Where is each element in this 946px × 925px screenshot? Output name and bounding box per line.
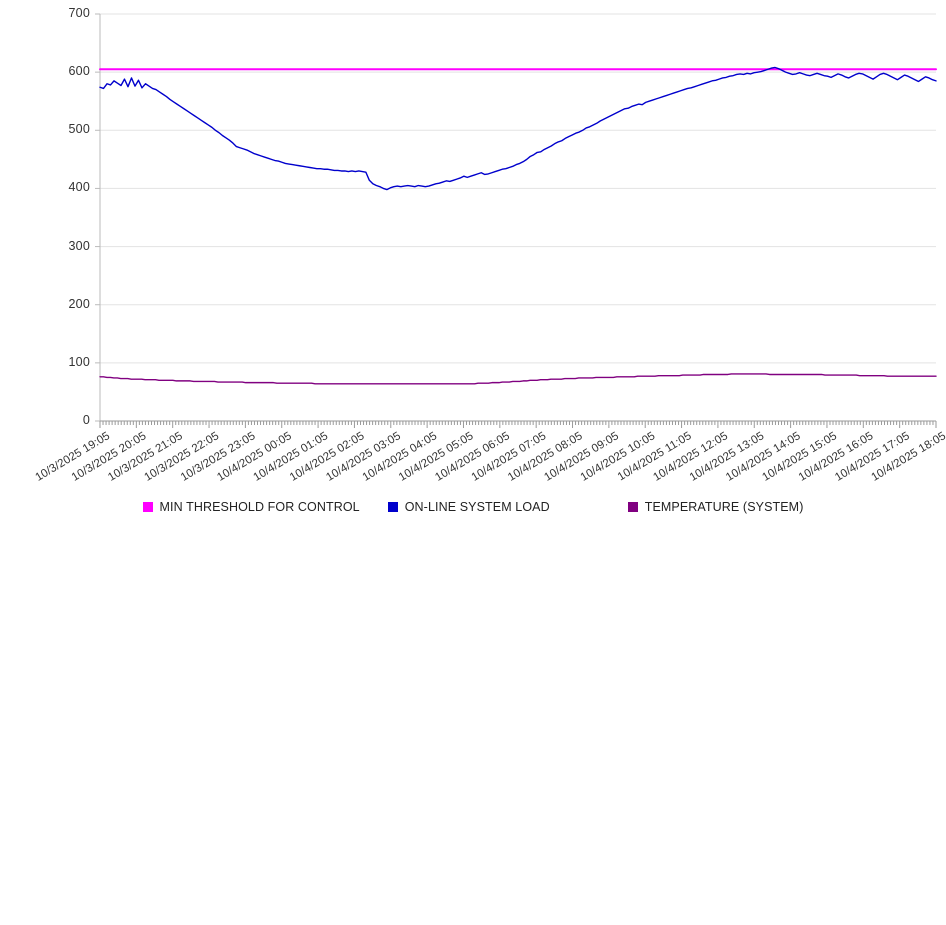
legend-item[interactable]: TEMPERATURE (SYSTEM) bbox=[627, 500, 804, 514]
y-tick-label: 100 bbox=[68, 354, 90, 369]
y-tick-label: 500 bbox=[68, 122, 90, 137]
legend-item-label: ON-LINE SYSTEM LOAD bbox=[404, 500, 550, 514]
legend-item-label: MIN THRESHOLD FOR CONTROL bbox=[159, 500, 360, 514]
legend-color-swatch bbox=[142, 502, 153, 512]
legend-item[interactable]: ON-LINE SYSTEM LOAD bbox=[387, 500, 550, 514]
legend-item-label: TEMPERATURE (SYSTEM) bbox=[644, 500, 804, 514]
y-tick-label: 0 bbox=[82, 413, 90, 427]
chart-plot-area bbox=[95, 13, 937, 428]
series-line-2 bbox=[99, 373, 937, 385]
legend-item[interactable]: MIN THRESHOLD FOR CONTROL bbox=[142, 500, 360, 514]
line-chart: 0 100 200 300 400 500 600 700 10/3/2025 19:05 10… bbox=[0, 6, 946, 519]
chart-legend: MIN THRESHOLD FOR CONTROL ON-LINE SYSTEM … bbox=[0, 495, 946, 519]
y-tick-label: 200 bbox=[68, 296, 90, 311]
legend-color-swatch bbox=[387, 502, 398, 512]
y-tick-label: 300 bbox=[68, 238, 90, 253]
series-line-1 bbox=[99, 66, 937, 191]
y-tick-label: 400 bbox=[68, 180, 90, 195]
y-tick-label: 700 bbox=[68, 6, 90, 20]
legend-color-swatch bbox=[627, 502, 638, 512]
y-tick-label: 600 bbox=[68, 64, 90, 79]
